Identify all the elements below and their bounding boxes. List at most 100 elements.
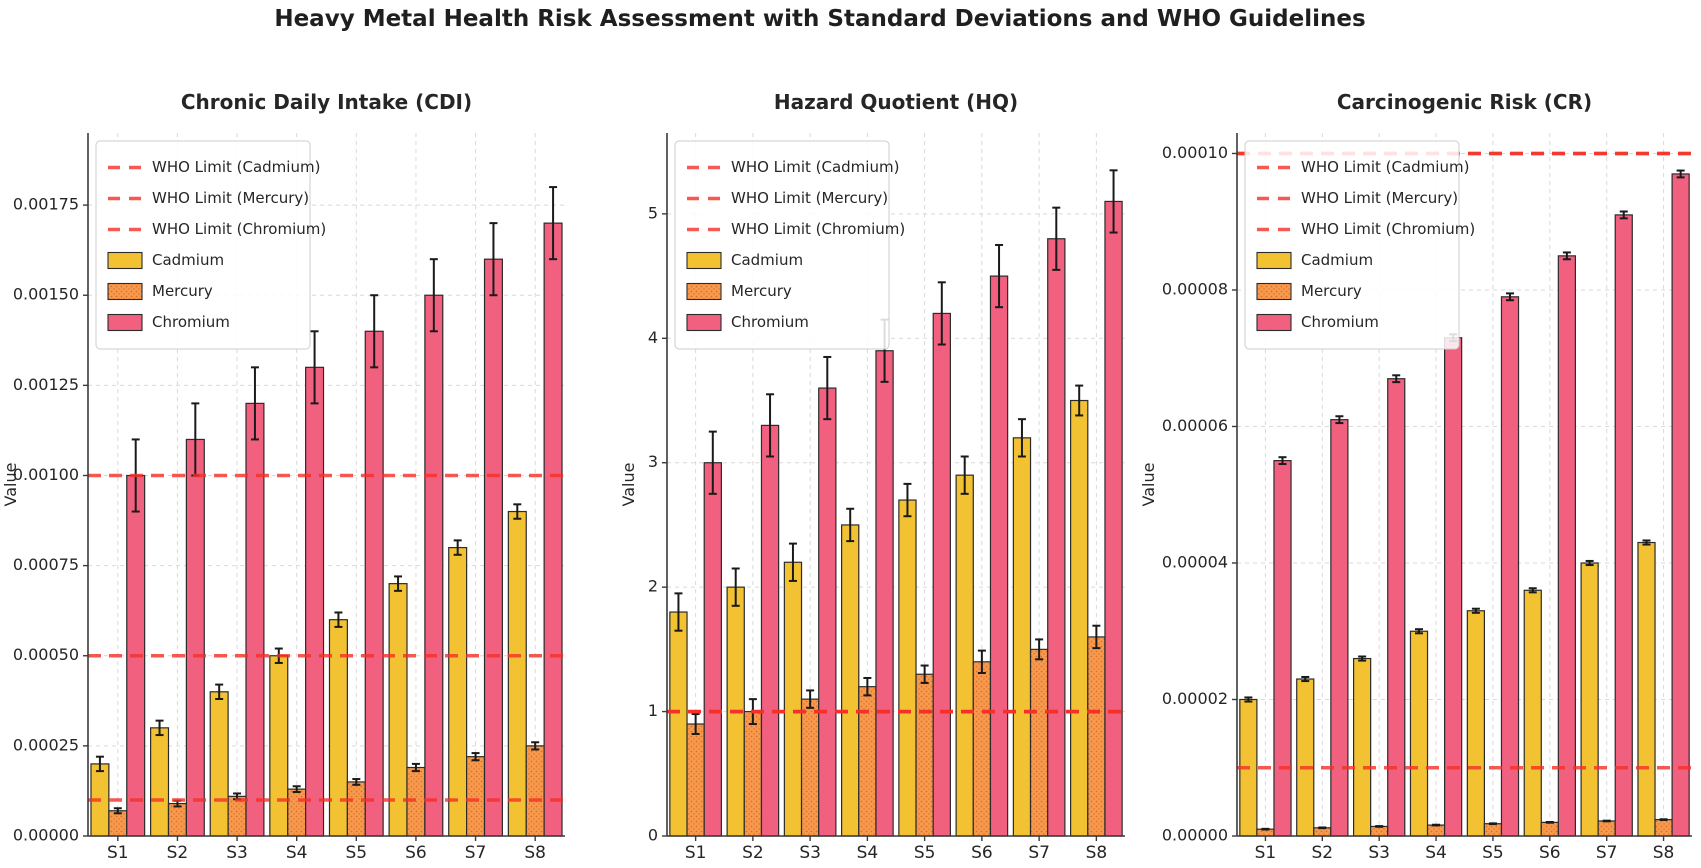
y-tick-label: 0.00004: [1162, 552, 1228, 571]
legend-label: WHO Limit (Chromium): [1301, 220, 1475, 238]
legend-label: Cadmium: [731, 251, 803, 269]
error-bar: [1052, 206, 1061, 271]
error-bar: [394, 575, 403, 592]
error-bar: [549, 186, 558, 261]
bar-cadmium-s7: [1012, 437, 1032, 837]
bar-cadmium-s8: [507, 510, 527, 837]
legend-label: Mercury: [1301, 282, 1362, 300]
error-bar: [1318, 826, 1327, 830]
bar-mercury-s8: [1654, 819, 1673, 837]
legend-label: WHO Limit (Mercury): [152, 189, 309, 207]
x-tick-label: S4: [1425, 843, 1447, 863]
legend-label: WHO Limit (Mercury): [731, 189, 888, 207]
error-bar: [1301, 675, 1310, 683]
legend-swatch-mercury: [107, 282, 143, 301]
x-tick-label: S7: [1596, 843, 1618, 863]
bar-cadmium-s5: [898, 499, 917, 837]
legend-swatch-mercury: [1256, 282, 1292, 301]
legend: WHO Limit (Cadmium) WHO Limit (Mercury) WH…: [1244, 140, 1475, 350]
bar-mercury-s7: [1029, 648, 1049, 837]
legend-swatch-cadmium: [1256, 251, 1292, 270]
bar-cadmium-s4: [841, 524, 860, 837]
x-tick-label: S1: [1255, 843, 1277, 863]
y-tick-label: 0.00000: [1162, 826, 1228, 845]
error-bar: [1619, 210, 1628, 220]
error-bar: [95, 755, 104, 773]
error-bar: [708, 430, 717, 495]
legend-label: Mercury: [731, 282, 792, 300]
legend-label: Mercury: [152, 282, 213, 300]
subplot-title: Hazard Quotient (HQ): [774, 90, 1018, 114]
error-bar: [334, 611, 343, 628]
error-bar: [1075, 384, 1084, 417]
error-bar: [1092, 624, 1101, 650]
bar-cadmium-s8: [1070, 399, 1089, 837]
error-bar: [513, 503, 522, 520]
x-tick-label: S5: [346, 843, 368, 863]
x-tick-label: S3: [226, 843, 248, 863]
error-bar: [1471, 607, 1480, 614]
error-bar: [429, 258, 438, 333]
bar-mercury-s3: [1370, 825, 1389, 837]
error-bar: [489, 222, 498, 297]
error-bar: [1528, 587, 1537, 594]
legend-swatch-chromium: [107, 313, 143, 332]
x-tick-label: S2: [742, 843, 764, 863]
error-bar: [788, 542, 797, 582]
error-bar: [411, 762, 420, 773]
error-bar: [1109, 169, 1118, 234]
y-tick-label: 0.00000: [13, 826, 79, 845]
bar-mercury-s5: [915, 673, 934, 837]
bar-chromium-s3: [245, 402, 265, 837]
bar-cadmium-s2: [1296, 678, 1315, 837]
legend-swatch-cadmium: [107, 251, 143, 270]
error-bar: [731, 567, 740, 607]
bar-chromium-s2: [1330, 419, 1349, 837]
bar-mercury-s7: [1597, 820, 1616, 837]
bar-chromium-s3: [818, 387, 837, 837]
bar-cadmium-s4: [269, 655, 289, 837]
bar-mercury-s2: [167, 802, 187, 837]
error-bar: [1017, 418, 1026, 458]
error-bar: [977, 649, 986, 675]
bar-mercury-s3: [800, 698, 820, 837]
error-bar: [370, 294, 379, 369]
y-axis-label: Value: [619, 463, 638, 507]
y-tick-label: 0.00175: [13, 195, 79, 214]
bar-mercury-s7: [466, 756, 486, 837]
bar-chromium-s1: [703, 462, 722, 837]
legend-label: WHO Limit (Cadmium): [1301, 158, 1469, 176]
error-bar: [1278, 456, 1287, 466]
legend-label: Chromium: [152, 313, 230, 331]
x-tick-label: S6: [1539, 843, 1561, 863]
bar-chromium-s6: [424, 294, 444, 837]
bar-cadmium-s6: [1523, 589, 1542, 837]
bar-chromium-s5: [364, 330, 384, 837]
bar-cadmium-s4: [1409, 630, 1429, 837]
bar-cadmium-s3: [1352, 657, 1372, 837]
y-tick-label: 0.00025: [13, 735, 79, 754]
error-bar: [1035, 638, 1044, 661]
x-tick-label: S2: [1312, 843, 1334, 863]
error-bar: [903, 482, 912, 518]
y-tick-label: 0.00008: [1162, 279, 1228, 298]
error-bar: [674, 592, 683, 632]
bar-mercury-s4: [287, 788, 307, 837]
x-tick-label: S4: [286, 843, 308, 863]
y-tick-label: 0.00010: [1162, 143, 1228, 162]
bar-mercury-s1: [108, 810, 128, 837]
error-bar: [352, 778, 361, 786]
error-bar: [766, 393, 775, 458]
error-bar: [937, 281, 946, 346]
bar-cadmium-s1: [669, 611, 688, 837]
bar-mercury-s3: [227, 795, 247, 837]
bar-chromium-s4: [305, 366, 325, 837]
x-tick-label: S8: [1653, 843, 1675, 863]
legend-swatch-chromium: [1256, 313, 1292, 332]
bar-mercury-s5: [1483, 823, 1503, 837]
y-tick-label: 5: [648, 203, 658, 222]
error-bar: [1358, 655, 1367, 662]
bar-chromium-s2: [760, 424, 780, 837]
subplot-title: Chronic Daily Intake (CDI): [181, 90, 472, 114]
bar-chromium-s8: [1671, 173, 1690, 837]
